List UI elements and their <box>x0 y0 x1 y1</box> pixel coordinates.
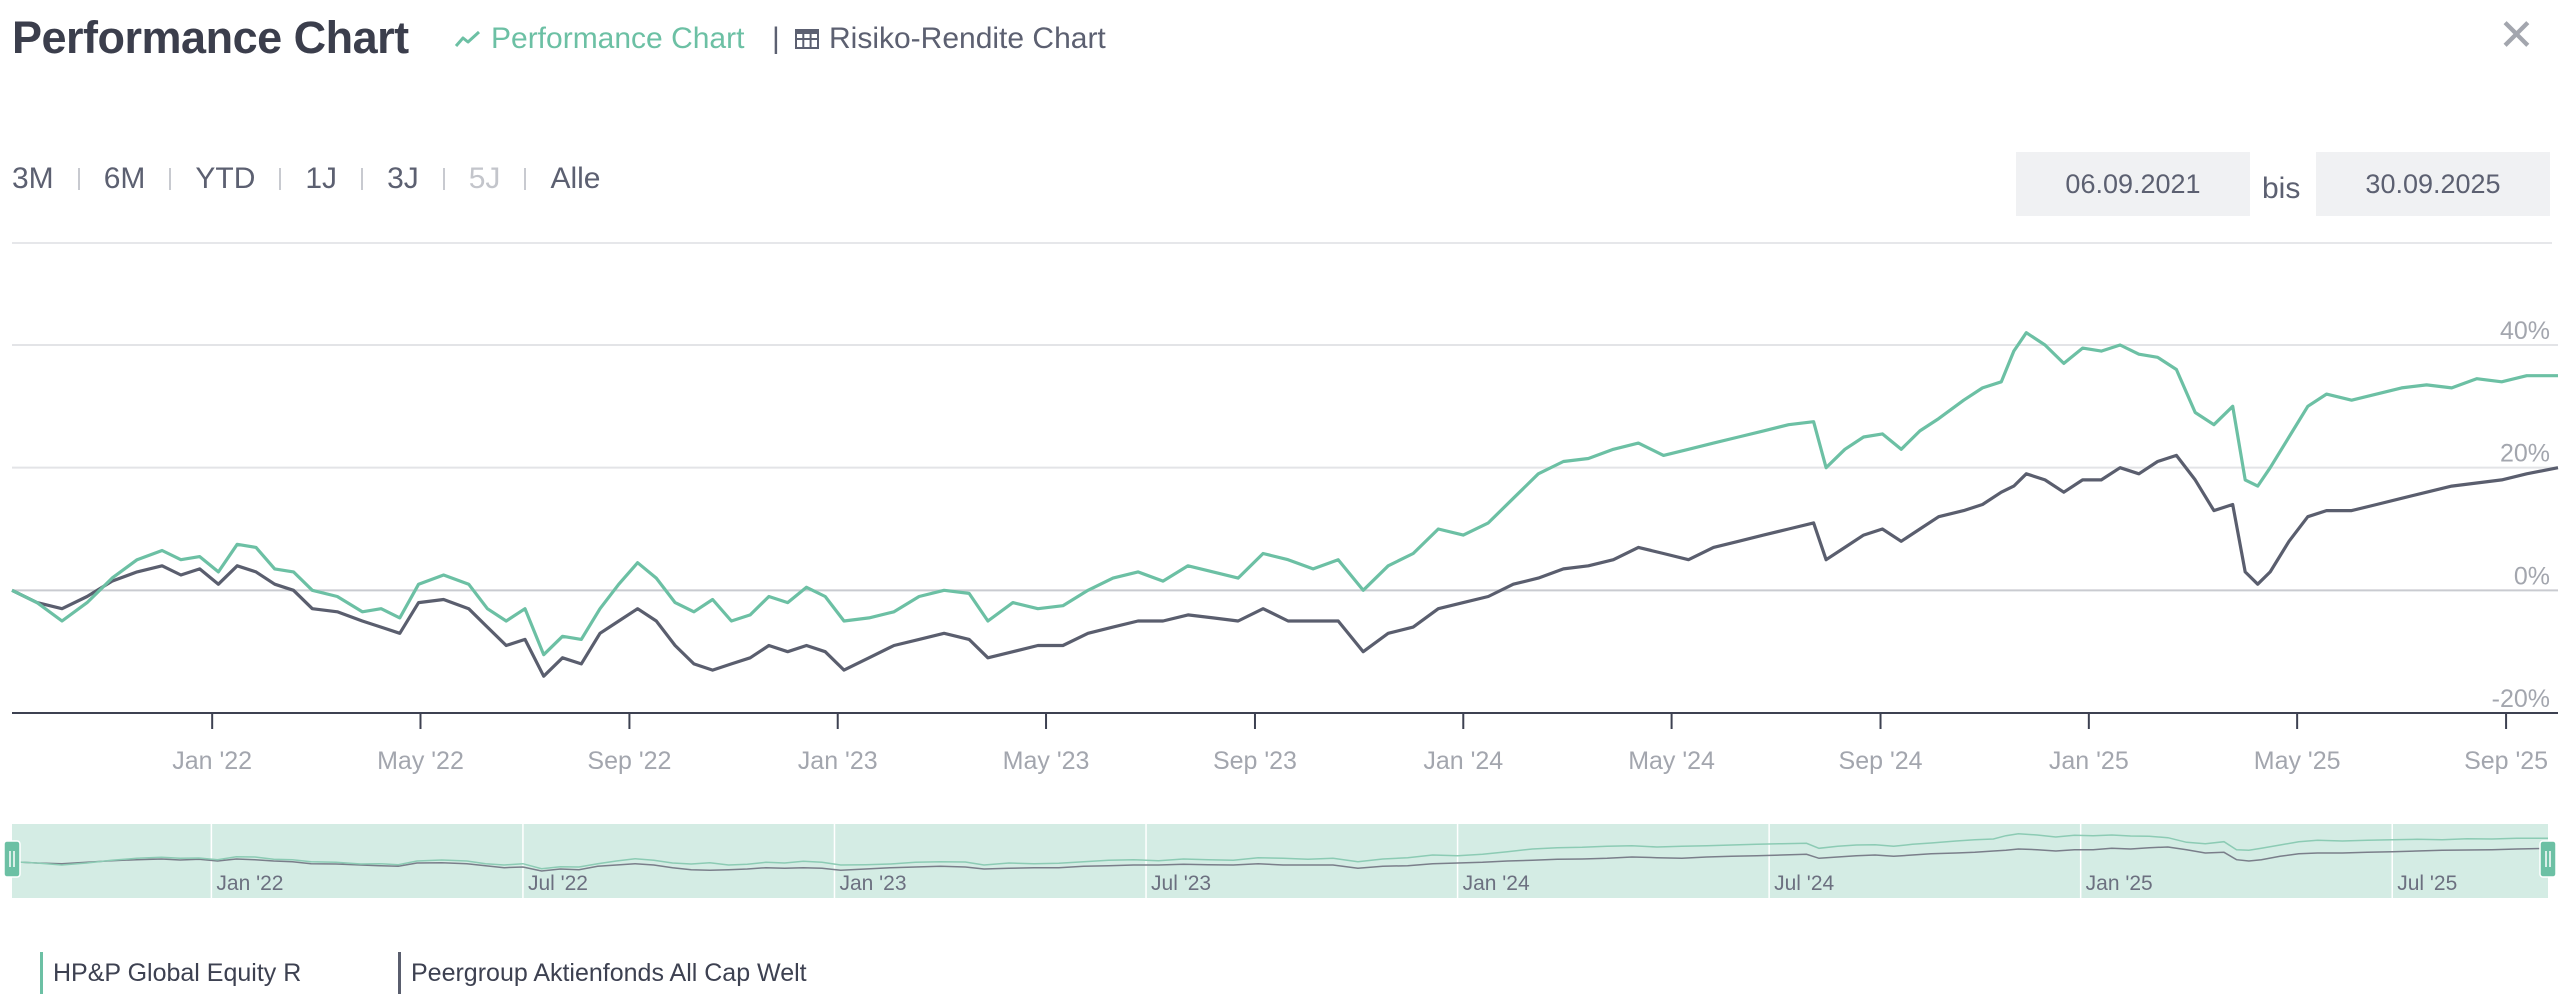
legend-label: Peergroup Aktienfonds All Cap Welt <box>411 958 807 987</box>
range-3m[interactable]: 3M <box>12 162 54 195</box>
range-divider <box>77 168 80 190</box>
range-divider <box>524 168 527 190</box>
range-alle[interactable]: Alle <box>550 162 601 195</box>
navigator-handle-right[interactable] <box>2539 840 2557 878</box>
series-line-fund <box>11 331 2558 657</box>
navigator-tick-label: Jan '24 <box>1463 872 1530 895</box>
legend-item-peergroup[interactable]: Peergroup Aktienfonds All Cap Welt <box>398 952 807 994</box>
range-divider <box>169 168 172 190</box>
tab-risk-return-chart[interactable]: Risiko-Rendite Chart <box>795 22 1106 56</box>
tab-risk-return-label: Risiko-Rendite Chart <box>829 22 1106 55</box>
x-tick-label: Sep '24 <box>1839 747 1923 775</box>
range-5j: 5J <box>468 162 501 195</box>
range-divider <box>279 168 282 190</box>
legend-swatch <box>40 952 43 994</box>
date-to-input[interactable]: 30.09.2025 <box>2316 152 2550 216</box>
chart-header: Performance Chart Performance Chart | Ri… <box>0 0 2560 80</box>
range-3j[interactable]: 3J <box>387 162 419 195</box>
performance-chart: 40% 20% 0% -20% Jan '22 May '22 Sep '22 Jan '23… <box>11 317 2559 775</box>
navigator-handle-left[interactable] <box>3 840 21 878</box>
x-tick-label: Sep '23 <box>1213 747 1297 775</box>
y-tick-label: 40% <box>2500 317 2550 345</box>
close-icon[interactable]: ✕ <box>2498 11 2535 60</box>
page-title: Performance Chart <box>12 12 409 63</box>
navigator-tick-label: Jul '22 <box>528 872 588 895</box>
navigator-tick-label: Jul '25 <box>2397 872 2457 895</box>
tab-performance-label: Performance Chart <box>491 22 745 55</box>
range-divider <box>361 168 364 190</box>
legend-label: HP&P Global Equity R <box>53 958 302 987</box>
x-tick-label: Sep '22 <box>587 747 671 775</box>
navigator-tick-label: Jan '23 <box>839 872 906 895</box>
navigator-selection[interactable] <box>12 824 2548 898</box>
tab-performance-chart[interactable]: Performance Chart <box>455 22 744 56</box>
line-chart-icon <box>455 30 481 47</box>
x-tick-label: May '24 <box>1628 747 1715 775</box>
date-connector: bis <box>2262 172 2301 205</box>
navigator-tick-label: Jan '25 <box>2086 872 2153 895</box>
navigator-line-fund <box>11 832 2548 870</box>
navigator-tick-label: Jan '22 <box>216 872 283 895</box>
navigator-line-peergroup <box>11 846 2549 872</box>
x-tick-label: Jan '25 <box>2049 747 2129 775</box>
range-selector: 3M 6M YTD 1J 3J 5J Alle <box>12 162 600 196</box>
chart-navigator[interactable]: Jan '22 Jul '22 Jan '23 Jul '23 Jan '24 Jul '… <box>0 820 2560 900</box>
x-tick-label: May '23 <box>1003 747 1090 775</box>
navigator-tick-label: Jul '24 <box>1774 872 1834 895</box>
range-divider <box>442 168 445 190</box>
range-1j[interactable]: 1J <box>305 162 338 195</box>
table-grid-icon <box>795 29 819 49</box>
x-tick-label: Jan '23 <box>798 747 878 775</box>
header-divider <box>12 242 2552 244</box>
legend-swatch <box>398 952 401 994</box>
navigator-tick-label: Jul '23 <box>1151 872 1211 895</box>
series-line-peergroup <box>11 453 2559 678</box>
range-ytd[interactable]: YTD <box>195 162 256 195</box>
y-tick-label: 20% <box>2500 440 2550 468</box>
x-tick-label: May '25 <box>2254 747 2341 775</box>
range-6m[interactable]: 6M <box>103 162 146 195</box>
date-from-input[interactable]: 06.09.2021 <box>2016 152 2250 216</box>
x-tick-label: May '22 <box>377 747 464 775</box>
x-tick-label: Sep '25 <box>2464 747 2548 775</box>
x-tick-label: Jan '22 <box>172 747 252 775</box>
tab-separator: | <box>772 22 780 55</box>
x-tick-label: Jan '24 <box>1423 747 1503 775</box>
y-tick-label: -20% <box>2492 685 2550 713</box>
legend-item-fund[interactable]: HP&P Global Equity R <box>40 952 301 994</box>
y-tick-label: 0% <box>2514 562 2550 590</box>
